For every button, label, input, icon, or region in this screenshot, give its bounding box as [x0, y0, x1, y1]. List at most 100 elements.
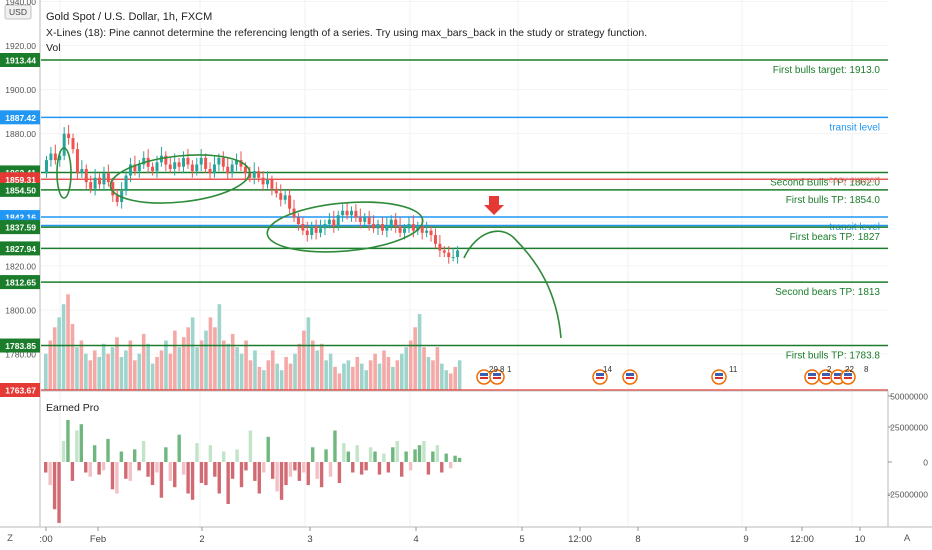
candle-body: [270, 179, 274, 189]
candle-body: [301, 224, 305, 231]
histogram-bar: [395, 441, 399, 462]
volume-bar: [101, 343, 106, 390]
event-flag-stripe: [480, 377, 488, 379]
histogram-bar: [213, 462, 217, 477]
volume-bar: [230, 333, 235, 390]
time-axis[interactable]: [0, 527, 932, 550]
volume-bar: [124, 350, 128, 390]
histogram-bar: [453, 455, 457, 462]
candle-body: [416, 226, 420, 231]
histogram-bar: [133, 449, 137, 462]
candle-body: [456, 250, 460, 258]
level-tag: 1783.85: [5, 341, 36, 351]
indicator-label: -25000000: [887, 490, 928, 500]
histogram-bar: [226, 462, 230, 504]
histogram-bar: [124, 462, 128, 479]
candle-body: [279, 193, 283, 200]
candle-body: [438, 243, 442, 251]
level-tag: 1842.16: [5, 213, 36, 223]
histogram-bar: [217, 462, 221, 494]
level-tag: 1837.59: [5, 223, 36, 233]
volume-bar: [119, 357, 124, 390]
histogram-bar: [44, 462, 48, 473]
candle-body: [208, 168, 212, 174]
volume-bar: [319, 343, 324, 390]
volume-bar: [355, 357, 360, 390]
volume-bar: [133, 360, 137, 390]
candle-body: [235, 160, 239, 165]
histogram-bar: [239, 462, 244, 488]
candle-body: [133, 164, 137, 172]
histogram-bar: [324, 449, 328, 462]
candle-body: [398, 226, 402, 233]
histogram-bar: [364, 462, 368, 471]
histogram-bar: [173, 462, 177, 488]
histogram-bar: [48, 462, 52, 486]
level-tag: 1812.65: [5, 278, 36, 288]
histogram-bar: [315, 462, 319, 479]
histogram-bar: [337, 462, 342, 483]
candle-body: [75, 149, 79, 174]
histogram-bar: [440, 462, 444, 473]
candle-body: [323, 224, 327, 229]
level-tag: 1859.31: [5, 175, 36, 185]
currency-badge[interactable]: [4, 4, 32, 20]
histogram-bar: [115, 462, 119, 494]
volume-bar: [190, 317, 195, 390]
histogram-bar: [57, 462, 61, 523]
auto-scale-button[interactable]: A: [904, 533, 911, 544]
candle-body: [226, 166, 230, 174]
histogram-bar: [208, 445, 213, 462]
candle-body: [182, 157, 186, 167]
candle-body: [336, 215, 340, 227]
price-label: 1940.00: [5, 0, 36, 7]
histogram-bar: [70, 462, 75, 481]
ellipse-drawing-top: [109, 154, 251, 204]
volume-bar: [226, 343, 231, 390]
histogram-bar: [52, 462, 57, 510]
zoom-button[interactable]: Z: [7, 533, 13, 544]
candle-body: [385, 226, 389, 231]
candle-body: [177, 162, 181, 167]
volume-bar: [66, 294, 70, 390]
ellipse-drawing-small: [56, 147, 72, 199]
event-count: 22: [845, 365, 854, 374]
volume-bar: [284, 357, 288, 390]
candle-body: [407, 224, 411, 229]
volume-bar: [155, 357, 159, 390]
event-flag-stripe: [834, 377, 842, 379]
candle-body: [389, 219, 393, 227]
candle-body: [283, 195, 287, 200]
candle-body: [58, 155, 62, 161]
candle-body: [190, 164, 194, 172]
candle-body: [151, 166, 155, 172]
price-axis[interactable]: [0, 0, 40, 527]
histogram-bar: [279, 462, 284, 500]
level-tag: 1854.50: [5, 185, 36, 195]
candle-body: [358, 217, 362, 222]
volume-bar: [324, 360, 328, 390]
price-label: 1900.00: [5, 85, 36, 95]
level-tag-bg: [0, 241, 40, 256]
volume-bar: [44, 353, 48, 390]
volume-bar: [244, 340, 248, 390]
volume-bar: [315, 350, 320, 390]
candle-body: [93, 177, 97, 189]
volume-bar: [266, 360, 271, 390]
candle-body: [84, 168, 88, 183]
volume-bar: [351, 366, 355, 390]
volume-bar: [408, 340, 413, 390]
candle-body: [221, 157, 225, 167]
histogram-bar: [400, 462, 404, 477]
level-tags: 1913.441887.421862.411859.311854.501842.…: [0, 53, 40, 397]
volume-bar: [288, 363, 293, 390]
volume-bar: [337, 373, 342, 390]
histogram-bar: [177, 434, 181, 462]
volume-bar: [195, 347, 199, 390]
event-flag-stripe: [493, 373, 501, 376]
price-label: 1880.00: [5, 129, 36, 139]
histogram-bar: [386, 462, 391, 473]
histogram-bar: [404, 451, 408, 462]
histogram-bar: [431, 451, 435, 462]
